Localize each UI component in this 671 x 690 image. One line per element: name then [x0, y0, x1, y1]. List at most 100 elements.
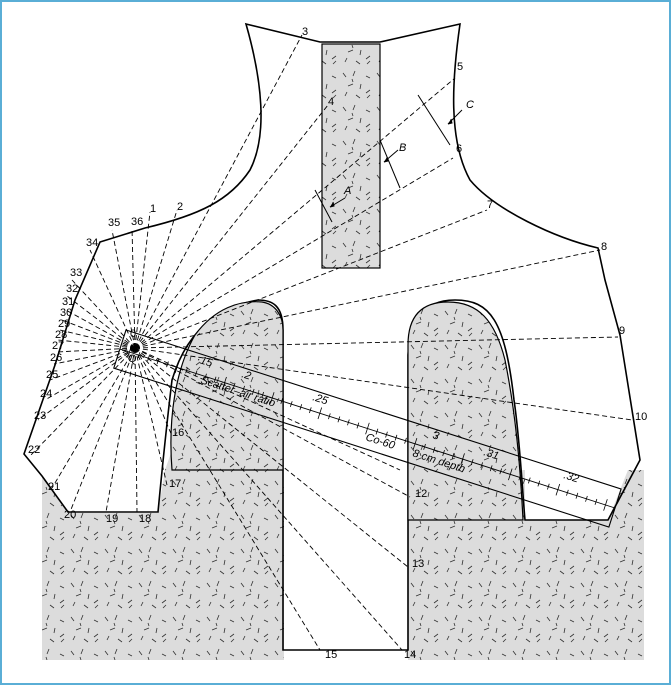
point-label-26: 26 [50, 352, 62, 364]
point-label-10: 10 [635, 411, 647, 423]
ray-28 [57, 339, 136, 349]
ray-36 [131, 227, 136, 349]
ruler-tick [499, 468, 503, 475]
ruler-tick [613, 505, 617, 511]
ruler-tick [299, 404, 303, 411]
point-label-21: 21 [48, 481, 60, 493]
ray-27 [55, 347, 136, 353]
ray-20 [69, 347, 136, 513]
point-label-7: 7 [487, 199, 493, 211]
ruler-left-label: ·15 [195, 353, 215, 370]
ruler-tick [356, 422, 360, 429]
ruler-tick [185, 367, 188, 374]
ray-3 [134, 34, 303, 349]
point-label-22: 22 [28, 444, 40, 456]
point-label-25: 25 [46, 369, 58, 381]
ray-14 [134, 347, 403, 651]
point-label-6: 6 [456, 143, 462, 155]
scatter-ruler [113, 329, 622, 528]
ray-5 [134, 77, 456, 349]
ruler-tick [585, 495, 588, 502]
ray-24 [44, 347, 136, 401]
ruler-tick [251, 388, 255, 395]
point-label-13: 13 [412, 558, 424, 570]
ray-32 [66, 295, 136, 349]
ruler-tick [480, 462, 483, 469]
point-label-3: 3 [302, 26, 308, 38]
ray-15 [134, 347, 321, 651]
depth-marker-b: B [399, 142, 406, 154]
ruler-tick [432, 446, 436, 453]
ruler-tick [547, 483, 550, 490]
ruler-tick [194, 370, 198, 377]
ray-8 [134, 249, 601, 349]
point-label-15: 15 [325, 649, 337, 661]
point-label-24: 24 [40, 388, 52, 400]
ruler-tick [365, 422, 370, 435]
point-label-34: 34 [86, 237, 98, 249]
ruler-tick [156, 358, 160, 365]
ray-19 [105, 347, 136, 513]
ruler-tick [147, 355, 150, 362]
bottom-shield [42, 450, 172, 660]
point-label-31: 31 [62, 296, 74, 308]
ray-13 [134, 347, 409, 568]
cord-block [321, 43, 381, 269]
ruler-tick [566, 489, 569, 496]
ruler-tick [537, 480, 541, 487]
ruler-tick [404, 437, 407, 444]
ray-9 [134, 336, 619, 349]
ruler-tick [232, 382, 236, 389]
point-label-18: 18 [139, 513, 151, 525]
point-label-14: 14 [404, 649, 416, 661]
ruler-tick [412, 437, 418, 450]
point-label-5: 5 [457, 61, 463, 73]
ruler-tick [489, 465, 493, 472]
ruler-tick [242, 385, 245, 392]
point-label-27: 27 [52, 340, 64, 352]
ruler-tick [442, 450, 445, 456]
ray-22 [29, 347, 136, 457]
ray-2 [134, 209, 178, 349]
ray-29 [59, 329, 136, 349]
point-label-33: 33 [70, 267, 82, 279]
ruler-tick [470, 459, 474, 466]
ray-34 [89, 249, 136, 349]
point-label-23: 23 [34, 410, 46, 422]
point-label-2: 2 [177, 201, 183, 213]
ray-12 [134, 347, 411, 498]
ruler-tick [347, 419, 350, 426]
point-label-8: 8 [601, 241, 607, 253]
ruler-mark-31: .31 [482, 446, 500, 462]
depth-markers [314, 94, 463, 223]
ruler-tick [528, 477, 531, 484]
point-label-30: 30 [60, 307, 72, 319]
ruler-mark-25: .25 [311, 391, 330, 407]
point-label-20: 20 [64, 509, 76, 521]
ruler-tick [261, 391, 265, 398]
point-label-19: 19 [106, 513, 118, 525]
ruler-tick [375, 428, 379, 435]
ray-25 [49, 347, 136, 381]
bottom-shield-right [523, 470, 644, 660]
ruler-mark-2: .2 [240, 368, 252, 382]
radial-lines [29, 34, 633, 651]
ruler-tick [137, 352, 141, 359]
ruler-tick [555, 483, 561, 496]
ray-21 [51, 347, 136, 489]
ruler-q: Q [128, 353, 137, 365]
ruler-mark-32: .32 [562, 469, 580, 485]
ruler-tick [518, 474, 522, 481]
point-label-4: 4 [328, 96, 334, 108]
point-label-29: 29 [58, 318, 70, 330]
ray-6 [134, 157, 454, 349]
ruler-origin: 0 [130, 328, 136, 340]
ruler-tick [575, 492, 579, 499]
ray-7 [134, 209, 488, 349]
ray-4 [134, 104, 329, 349]
depth-marker-c: C [466, 99, 474, 111]
ray-31 [63, 308, 136, 349]
ruler-tick [222, 376, 227, 389]
